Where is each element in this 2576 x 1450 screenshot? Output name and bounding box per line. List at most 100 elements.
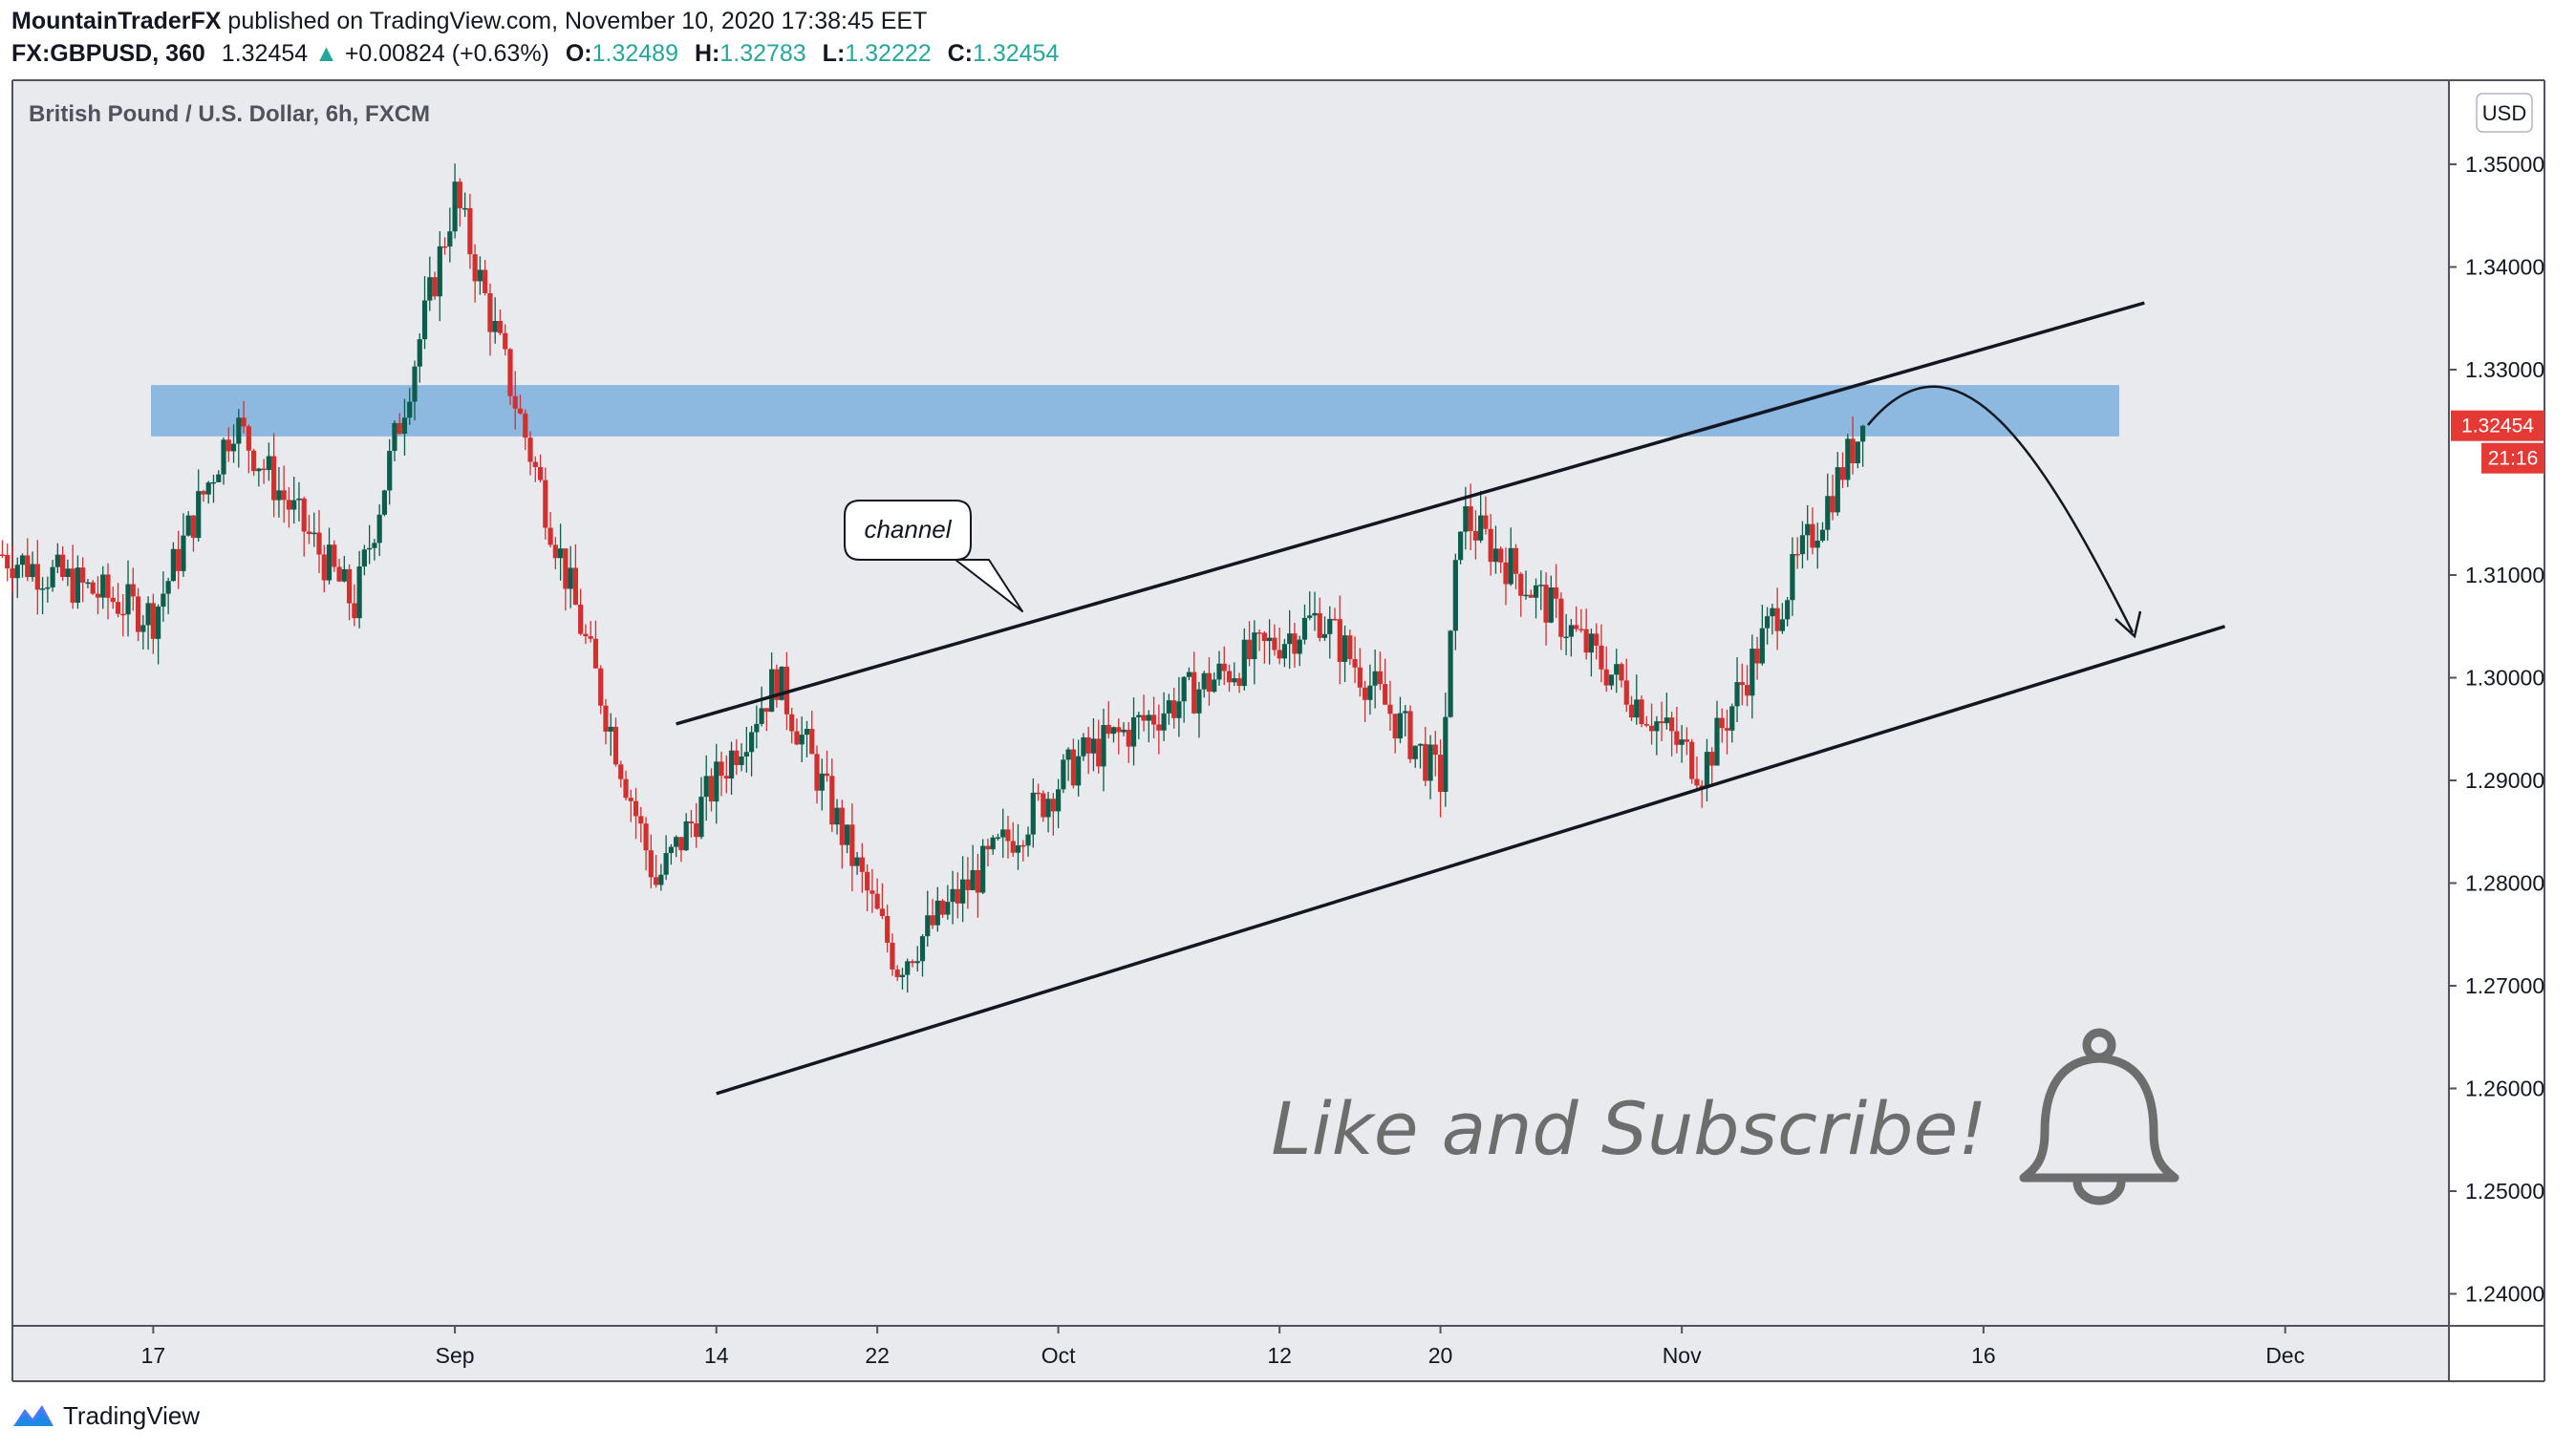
- candle: [723, 755, 729, 794]
- candle: [1367, 664, 1373, 715]
- candle: [140, 614, 146, 650]
- candle: [376, 504, 382, 557]
- candle: [1563, 613, 1569, 655]
- candle: [1860, 424, 1866, 467]
- time-tick-label: Sep: [436, 1343, 475, 1368]
- candle: [603, 698, 609, 745]
- candle: [10, 545, 15, 594]
- candle: [1221, 646, 1227, 686]
- candle: [1523, 570, 1529, 600]
- candle: [1488, 514, 1493, 576]
- candle: [1136, 712, 1142, 739]
- currency-badge[interactable]: [2476, 93, 2533, 133]
- footer-brand[interactable]: TradingView: [63, 1400, 201, 1430]
- candle: [939, 899, 946, 918]
- time-tick-label: Oct: [1041, 1343, 1076, 1368]
- candle: [150, 593, 156, 654]
- plot-background[interactable]: [12, 80, 2449, 1381]
- candle: [552, 537, 558, 569]
- candle: [598, 665, 604, 714]
- upper-channel-line[interactable]: [676, 301, 2145, 726]
- candle: [1216, 650, 1222, 686]
- candle: [19, 553, 26, 578]
- candle: [1819, 522, 1826, 543]
- candle: [592, 620, 599, 670]
- lower-channel-line[interactable]: [716, 625, 2226, 1096]
- candle: [789, 707, 795, 744]
- candle: [678, 837, 684, 863]
- candle: [527, 431, 533, 476]
- close-label: C:: [947, 40, 973, 67]
- candle: [230, 424, 237, 463]
- candle: [1191, 651, 1197, 714]
- channel-callout[interactable]: channel: [844, 500, 1023, 612]
- tradingview-logo-icon[interactable]: [11, 1401, 55, 1430]
- candle: [75, 555, 81, 609]
- candle: [467, 193, 473, 269]
- candle: [1548, 575, 1554, 624]
- candle: [261, 458, 267, 484]
- candle: [1679, 725, 1685, 763]
- candle: [1035, 783, 1041, 801]
- candle: [1599, 624, 1604, 683]
- candle: [210, 474, 217, 503]
- candle: [1734, 657, 1740, 723]
- candle: [572, 544, 578, 606]
- candle: [1206, 657, 1213, 706]
- last-price-tag[interactable]: 1.32454: [2451, 410, 2544, 441]
- candle: [1357, 648, 1363, 697]
- candle: [45, 576, 51, 603]
- projection-arrow[interactable]: [1867, 385, 2135, 633]
- footer: TradingView: [11, 1397, 200, 1435]
- candle: [1553, 564, 1559, 618]
- resistance-zone[interactable]: [151, 385, 2119, 437]
- candle: [427, 256, 433, 311]
- candle: [1412, 745, 1418, 768]
- candle: [417, 332, 422, 383]
- candle: [1015, 823, 1021, 870]
- candle: [507, 348, 513, 406]
- candle: [1312, 591, 1318, 631]
- candle: [769, 652, 775, 713]
- candle: [311, 512, 317, 547]
- candle: [1770, 604, 1775, 635]
- candle: [914, 946, 920, 972]
- high-value: 1.32783: [719, 40, 806, 67]
- candle: [638, 806, 644, 843]
- candle: [1443, 693, 1449, 807]
- candle: [477, 256, 483, 295]
- last-price: 1.32454: [221, 40, 309, 67]
- candle: [1116, 718, 1122, 755]
- candle: [181, 513, 186, 578]
- candle: [1226, 664, 1233, 693]
- candle: [563, 548, 569, 611]
- candle: [1261, 630, 1267, 664]
- candle: [1061, 754, 1066, 794]
- symbol-name[interactable]: FX:GBPUSD, 360: [11, 40, 205, 67]
- candle: [236, 409, 242, 468]
- candle: [1292, 622, 1298, 669]
- candle: [1106, 701, 1111, 739]
- candle: [421, 276, 428, 350]
- candle: [1423, 726, 1428, 786]
- candle: [748, 726, 755, 777]
- candle: [1478, 490, 1484, 544]
- candle: [1574, 606, 1579, 632]
- candle: [120, 594, 126, 637]
- candle: [1096, 719, 1102, 774]
- candle: [794, 718, 800, 746]
- candle: [739, 743, 744, 772]
- candle: [316, 509, 322, 573]
- currency-label: USD: [2482, 101, 2526, 125]
- candle: [990, 835, 996, 855]
- candle: [945, 885, 951, 920]
- publisher-name[interactable]: MountainTraderFX: [11, 8, 222, 34]
- candle: [980, 839, 986, 895]
- candle: [890, 933, 895, 976]
- candle: [135, 587, 141, 642]
- candle: [1065, 747, 1071, 781]
- candle: [1141, 694, 1147, 732]
- candle: [241, 401, 247, 434]
- candle: [221, 437, 226, 485]
